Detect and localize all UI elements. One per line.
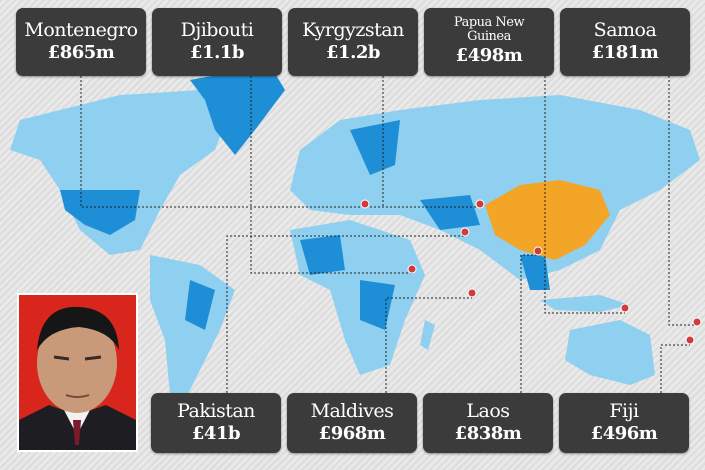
- label-samoa: Samoa £181m: [560, 8, 690, 76]
- country-name: Kyrgyzstan: [302, 19, 404, 41]
- pin-fiji: [685, 335, 695, 345]
- pin-pakistan: [460, 227, 470, 237]
- label-pakistan: Pakistan £41b: [151, 393, 281, 453]
- country-name: Papua New Guinea: [453, 15, 525, 44]
- label-papua-new-guinea: Papua New Guinea £498m: [424, 8, 554, 76]
- investment-value: £968m: [318, 423, 386, 444]
- label-laos: Laos £838m: [423, 393, 553, 453]
- label-djibouti: Djibouti £1.1b: [152, 8, 282, 76]
- investment-value: £41b: [191, 423, 241, 444]
- label-kyrgyzstan: Kyrgyzstan £1.2b: [288, 8, 418, 76]
- country-name: Maldives: [310, 400, 394, 422]
- pin-maldives: [467, 288, 477, 298]
- pin-montenegro: [360, 199, 370, 209]
- pin-papua-new-guinea: [620, 303, 630, 313]
- label-montenegro: Montenegro £865m: [16, 8, 146, 76]
- leader-lines: [80, 76, 697, 393]
- label-fiji: Fiji £496m: [559, 393, 689, 453]
- highlighted-countries: [60, 120, 550, 330]
- investment-value: £498m: [455, 45, 523, 66]
- china-highlight: [485, 180, 610, 260]
- label-maldives: Maldives £968m: [287, 393, 417, 453]
- country-name: Fiji: [609, 400, 639, 422]
- portrait-illustration: [19, 295, 136, 450]
- pin-djibouti: [407, 264, 417, 274]
- pin-laos: [533, 246, 543, 256]
- portrait-photo: [17, 293, 138, 452]
- country-name: Djibouti: [180, 19, 254, 41]
- country-name: Montenegro: [24, 19, 138, 41]
- country-name: Samoa: [593, 19, 657, 41]
- country-name: Laos: [466, 400, 510, 422]
- investment-value: £1.1b: [190, 42, 244, 63]
- investment-value: £1.2b: [326, 42, 380, 63]
- pin-kyrgyzstan: [475, 199, 485, 209]
- pin-samoa: [692, 317, 702, 327]
- investment-value: £496m: [590, 423, 658, 444]
- investment-value: £181m: [591, 42, 659, 63]
- country-name: Pakistan: [177, 400, 255, 422]
- investment-value: £865m: [47, 42, 115, 63]
- location-pins: [360, 199, 702, 345]
- investment-value: £838m: [454, 423, 522, 444]
